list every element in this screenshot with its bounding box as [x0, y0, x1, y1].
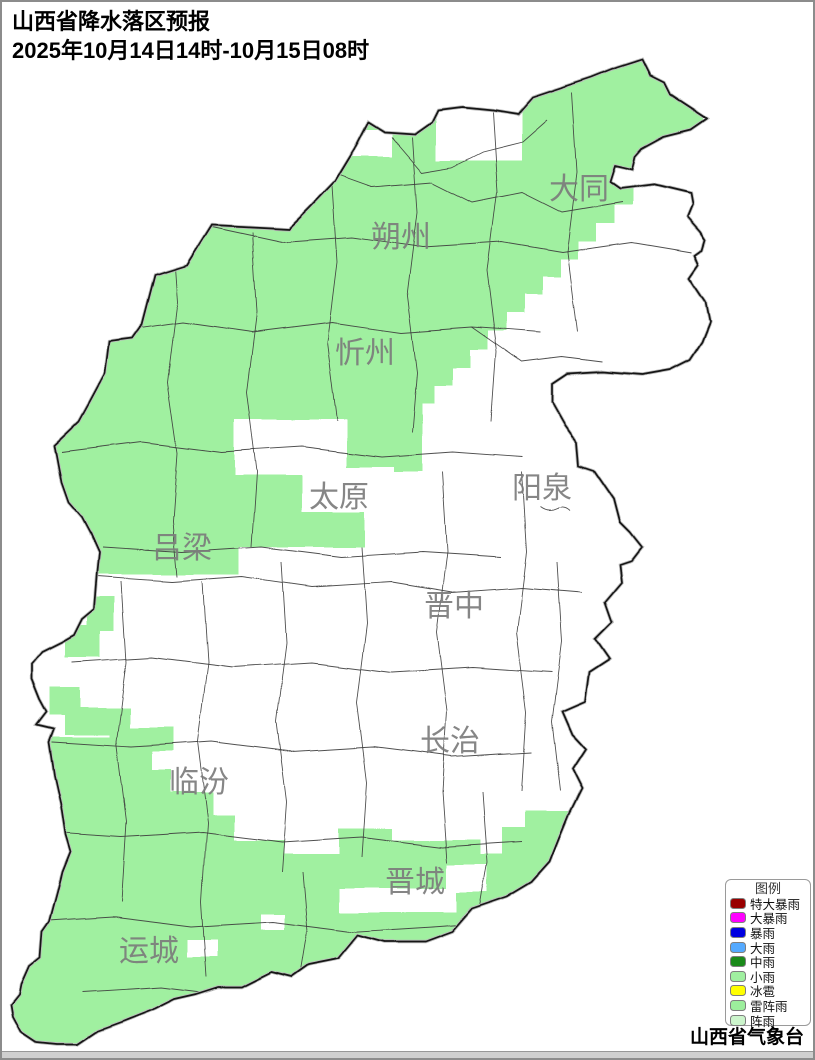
- province-outline: [11, 58, 711, 1045]
- legend-swatch-6: [730, 970, 746, 982]
- legend-item: 特大暴雨: [730, 896, 810, 912]
- city-label-运城: 运城: [119, 935, 179, 968]
- legend-label: 暴雨: [750, 926, 776, 941]
- rain-patch: [65, 625, 101, 657]
- legend-item: 雷阵雨: [730, 998, 810, 1014]
- legend-label: 中雨: [750, 956, 776, 971]
- rain-patch: [110, 728, 172, 752]
- city-label-长治: 长治: [420, 725, 480, 758]
- legend-item: 阵雨: [730, 1013, 810, 1029]
- legend-label: 大雨: [750, 941, 776, 956]
- map-title-line2: 2025年10月14日14时-10月15日08时: [12, 38, 370, 63]
- legend-item: 中雨: [730, 954, 810, 971]
- legend-label: 大暴雨: [750, 912, 788, 927]
- city-label-阳泉: 阳泉: [512, 472, 572, 505]
- legend-item: 小雨: [730, 969, 810, 985]
- legend-label: 特大暴雨: [750, 897, 801, 912]
- city-label-太原: 太原: [309, 481, 369, 514]
- legend-item: 冰雹: [730, 984, 810, 999]
- city-label-临汾: 临汾: [169, 766, 229, 799]
- legend-item: 大暴雨: [730, 911, 810, 926]
- legend-swatch-5: [730, 956, 746, 968]
- city-label-大同: 大同: [549, 173, 609, 206]
- legend-swatch-9: [730, 1014, 746, 1026]
- legend-label: 冰雹: [750, 985, 776, 1000]
- legend-label: 雷阵雨: [750, 999, 788, 1014]
- county-borders: [31, 91, 693, 998]
- lake-squiggle: [539, 506, 571, 512]
- legend-title: 图例: [754, 881, 781, 896]
- city-label-晋中: 晋中: [424, 590, 484, 623]
- legend-swatch-4: [730, 941, 746, 953]
- city-label-吕梁: 吕梁: [152, 532, 212, 565]
- city-label-朔州: 朔州: [371, 221, 431, 254]
- legend-swatch-7: [730, 985, 746, 997]
- legend-swatch-1: [730, 897, 746, 909]
- legend-label: 阵雨: [750, 1014, 776, 1029]
- legend-swatch-3: [730, 926, 746, 938]
- legend-label: 小雨: [750, 970, 776, 985]
- map-title-line1: 山西省降水落区预报: [12, 9, 211, 34]
- legend-swatch-2: [730, 912, 746, 924]
- legend-item: 大雨: [730, 940, 810, 956]
- legend: 图例 特大暴雨 大暴雨 暴雨 大雨 中雨 小雨 冰雹 雷阵雨 阵雨: [725, 879, 811, 1029]
- window-bottom-edge: [2, 1051, 813, 1058]
- map-title: 山西省降水落区预报 2025年10月14日14时-10月15日08时: [12, 7, 369, 65]
- city-label-晋城: 晋城: [385, 866, 445, 899]
- legend-rows: 特大暴雨 大暴雨 暴雨 大雨 中雨 小雨 冰雹 雷阵雨 阵雨: [730, 896, 810, 1029]
- attribution: 山西省气象台: [689, 1027, 804, 1048]
- legend-item: 暴雨: [730, 925, 810, 941]
- legend-swatch-8: [730, 999, 746, 1011]
- city-label-忻州: 忻州: [335, 337, 395, 370]
